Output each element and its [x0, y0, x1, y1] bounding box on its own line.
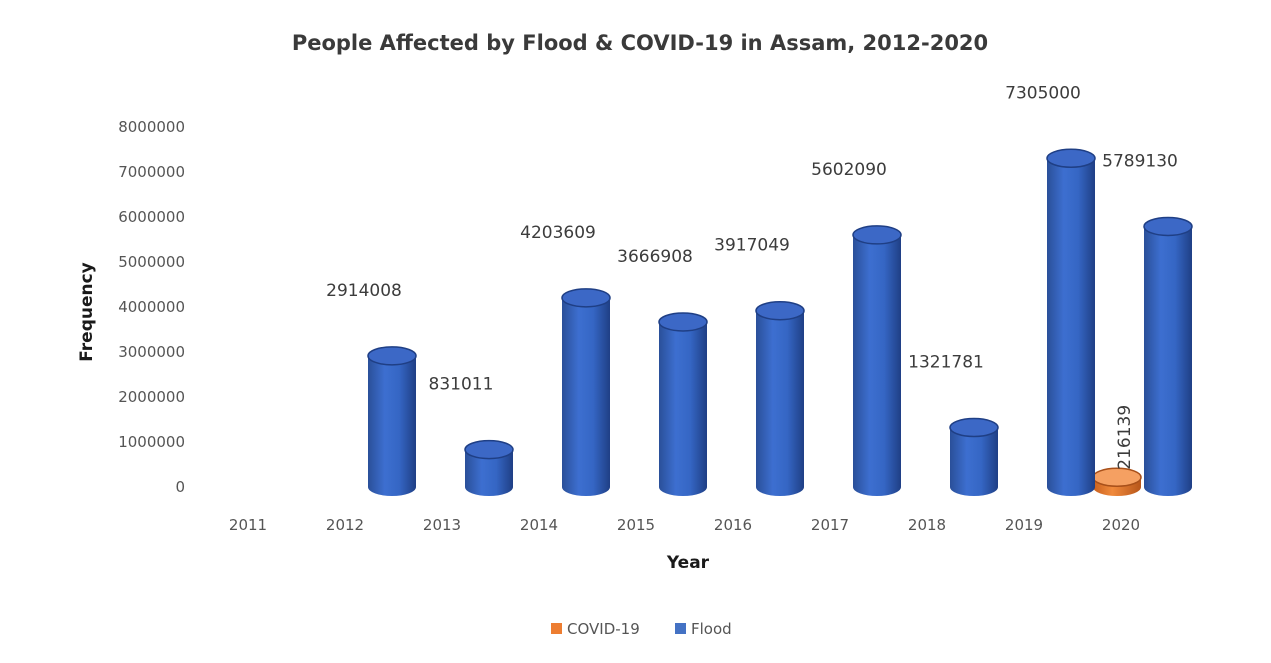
x-tick-label: 2011 [229, 516, 267, 534]
flood-bar [659, 321, 707, 496]
flood-bar-top [852, 225, 902, 245]
flood-bar [1144, 226, 1192, 497]
flood-data-label: 3666908 [617, 247, 693, 267]
flood-bar-top [367, 346, 417, 366]
flood-bar [756, 310, 804, 496]
flood-bar [853, 234, 901, 496]
y-tick-label: 5000000 [118, 253, 185, 271]
x-tick-label: 2017 [811, 516, 849, 534]
flood-bar [368, 355, 416, 496]
flood-bar-top [1046, 148, 1096, 169]
bars-layer [367, 148, 1193, 497]
x-axis-title: Year [666, 553, 710, 573]
y-axis-ticks: 0 1000000 2000000 3000000 4000000 5000000 6000… [118, 118, 185, 496]
flood-bar [465, 449, 513, 496]
flood-data-label: 3917049 [714, 236, 790, 256]
flood-data-label: 831011 [429, 375, 494, 395]
flood-bar-top [755, 300, 805, 321]
x-tick-label: 2016 [714, 516, 752, 534]
y-tick-label: 8000000 [118, 118, 185, 136]
y-axis-title: Frequency [77, 262, 97, 362]
legend-swatch-covid [551, 623, 562, 634]
y-tick-label: 6000000 [118, 208, 185, 226]
flood-data-label: 5602090 [811, 160, 887, 180]
x-tick-label: 2013 [423, 516, 461, 534]
flood-bar-top [561, 288, 611, 308]
x-tick-label: 2015 [617, 516, 655, 534]
flood-bar-top [464, 439, 514, 460]
flood-bar [950, 427, 998, 496]
flood-bar [1047, 158, 1095, 496]
x-tick-label: 2019 [1005, 516, 1043, 534]
legend: COVID-19 Flood [551, 620, 732, 638]
flood-bar-top [949, 417, 999, 438]
y-tick-label: 0 [175, 478, 185, 496]
legend-label-covid: COVID-19 [567, 620, 640, 638]
flood-data-label: 7305000 [1005, 83, 1081, 103]
x-tick-label: 2012 [326, 516, 364, 534]
flood-data-label: 2914008 [326, 281, 402, 301]
y-tick-label: 2000000 [118, 388, 185, 406]
flood-data-label: 5789130 [1102, 151, 1178, 171]
covid-data-label: 216139 [1115, 405, 1135, 470]
flood-bar-top [1143, 216, 1193, 237]
x-tick-label: 2020 [1102, 516, 1140, 534]
x-tick-label: 2014 [520, 516, 558, 534]
legend-swatch-flood [675, 623, 686, 634]
y-tick-label: 7000000 [118, 163, 185, 181]
chart-title: People Affected by Flood & COVID-19 in A… [292, 31, 988, 55]
y-tick-label: 3000000 [118, 343, 185, 361]
flood-bar [562, 297, 610, 496]
x-tick-label: 2018 [908, 516, 946, 534]
x-axis-ticks: 2011 2012 2013 2014 2015 2016 2017 2018 2019 2020 [229, 516, 1140, 534]
flood-data-label: 1321781 [908, 353, 984, 373]
y-tick-label: 1000000 [118, 433, 185, 451]
data-labels-layer: 216139 2914008 831011 4203609 3666908 3917049… [326, 83, 1178, 469]
y-tick-label: 4000000 [118, 298, 185, 316]
flood-bar-top [658, 312, 708, 332]
covid-bar-top [1092, 467, 1142, 488]
flood-data-label: 4203609 [520, 223, 596, 243]
legend-label-flood: Flood [691, 620, 732, 638]
